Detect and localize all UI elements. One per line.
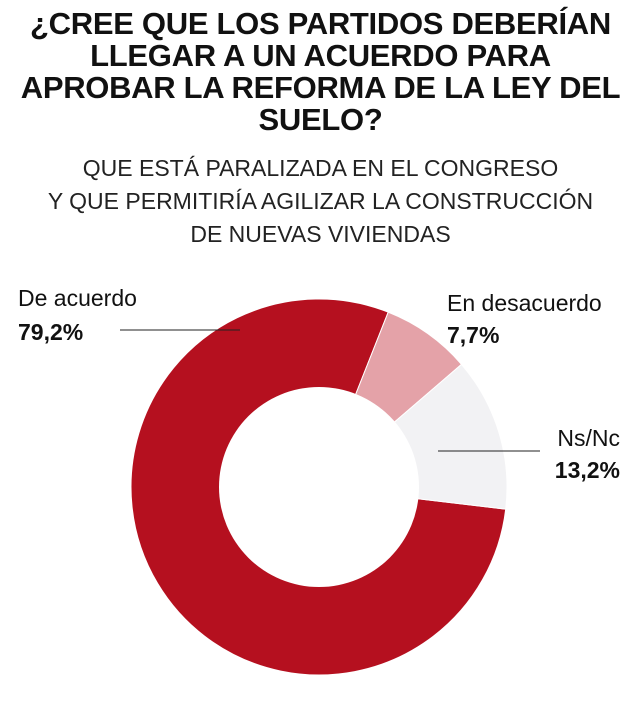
subtitle-line: Y QUE PERMITIRÍA AGILIZAR LA CONSTRUCCIÓ… — [47, 188, 594, 214]
chart-subtitle: QUE ESTÁ PARALIZADA EN EL CONGRESO Y QUE… — [0, 152, 641, 251]
subtitle-line: QUE ESTÁ PARALIZADA EN EL CONGRESO — [82, 155, 559, 181]
slice-name: De acuerdo — [18, 285, 137, 311]
slice-name: En desacuerdo — [447, 290, 602, 316]
slice-name: Ns/Nc — [557, 425, 620, 451]
chart-title: ¿CREE QUE LOS PARTIDOS DEBERÍAN LLEGAR A… — [0, 8, 641, 136]
donut-hole — [219, 387, 419, 587]
slice-label-en-desacuerdo: En desacuerdo 7,7% — [447, 290, 602, 348]
title-line: SUELO? — [258, 102, 383, 137]
title-line: APROBAR LA REFORMA DE LA LEY DEL — [20, 70, 621, 105]
slice-value: 13,2% — [555, 457, 620, 483]
title-line: ¿CREE QUE LOS PARTIDOS DEBERÍAN — [30, 6, 611, 41]
slice-label-de-acuerdo: De acuerdo 79,2% — [18, 285, 240, 345]
slice-label-ns-nc: Ns/Nc 13,2% — [438, 425, 620, 483]
title-line: LLEGAR A UN ACUERDO PARA — [90, 38, 551, 73]
slice-value: 79,2% — [18, 319, 83, 345]
slice-value: 7,7% — [447, 322, 499, 348]
subtitle-line: DE NUEVAS VIVIENDAS — [190, 221, 451, 247]
